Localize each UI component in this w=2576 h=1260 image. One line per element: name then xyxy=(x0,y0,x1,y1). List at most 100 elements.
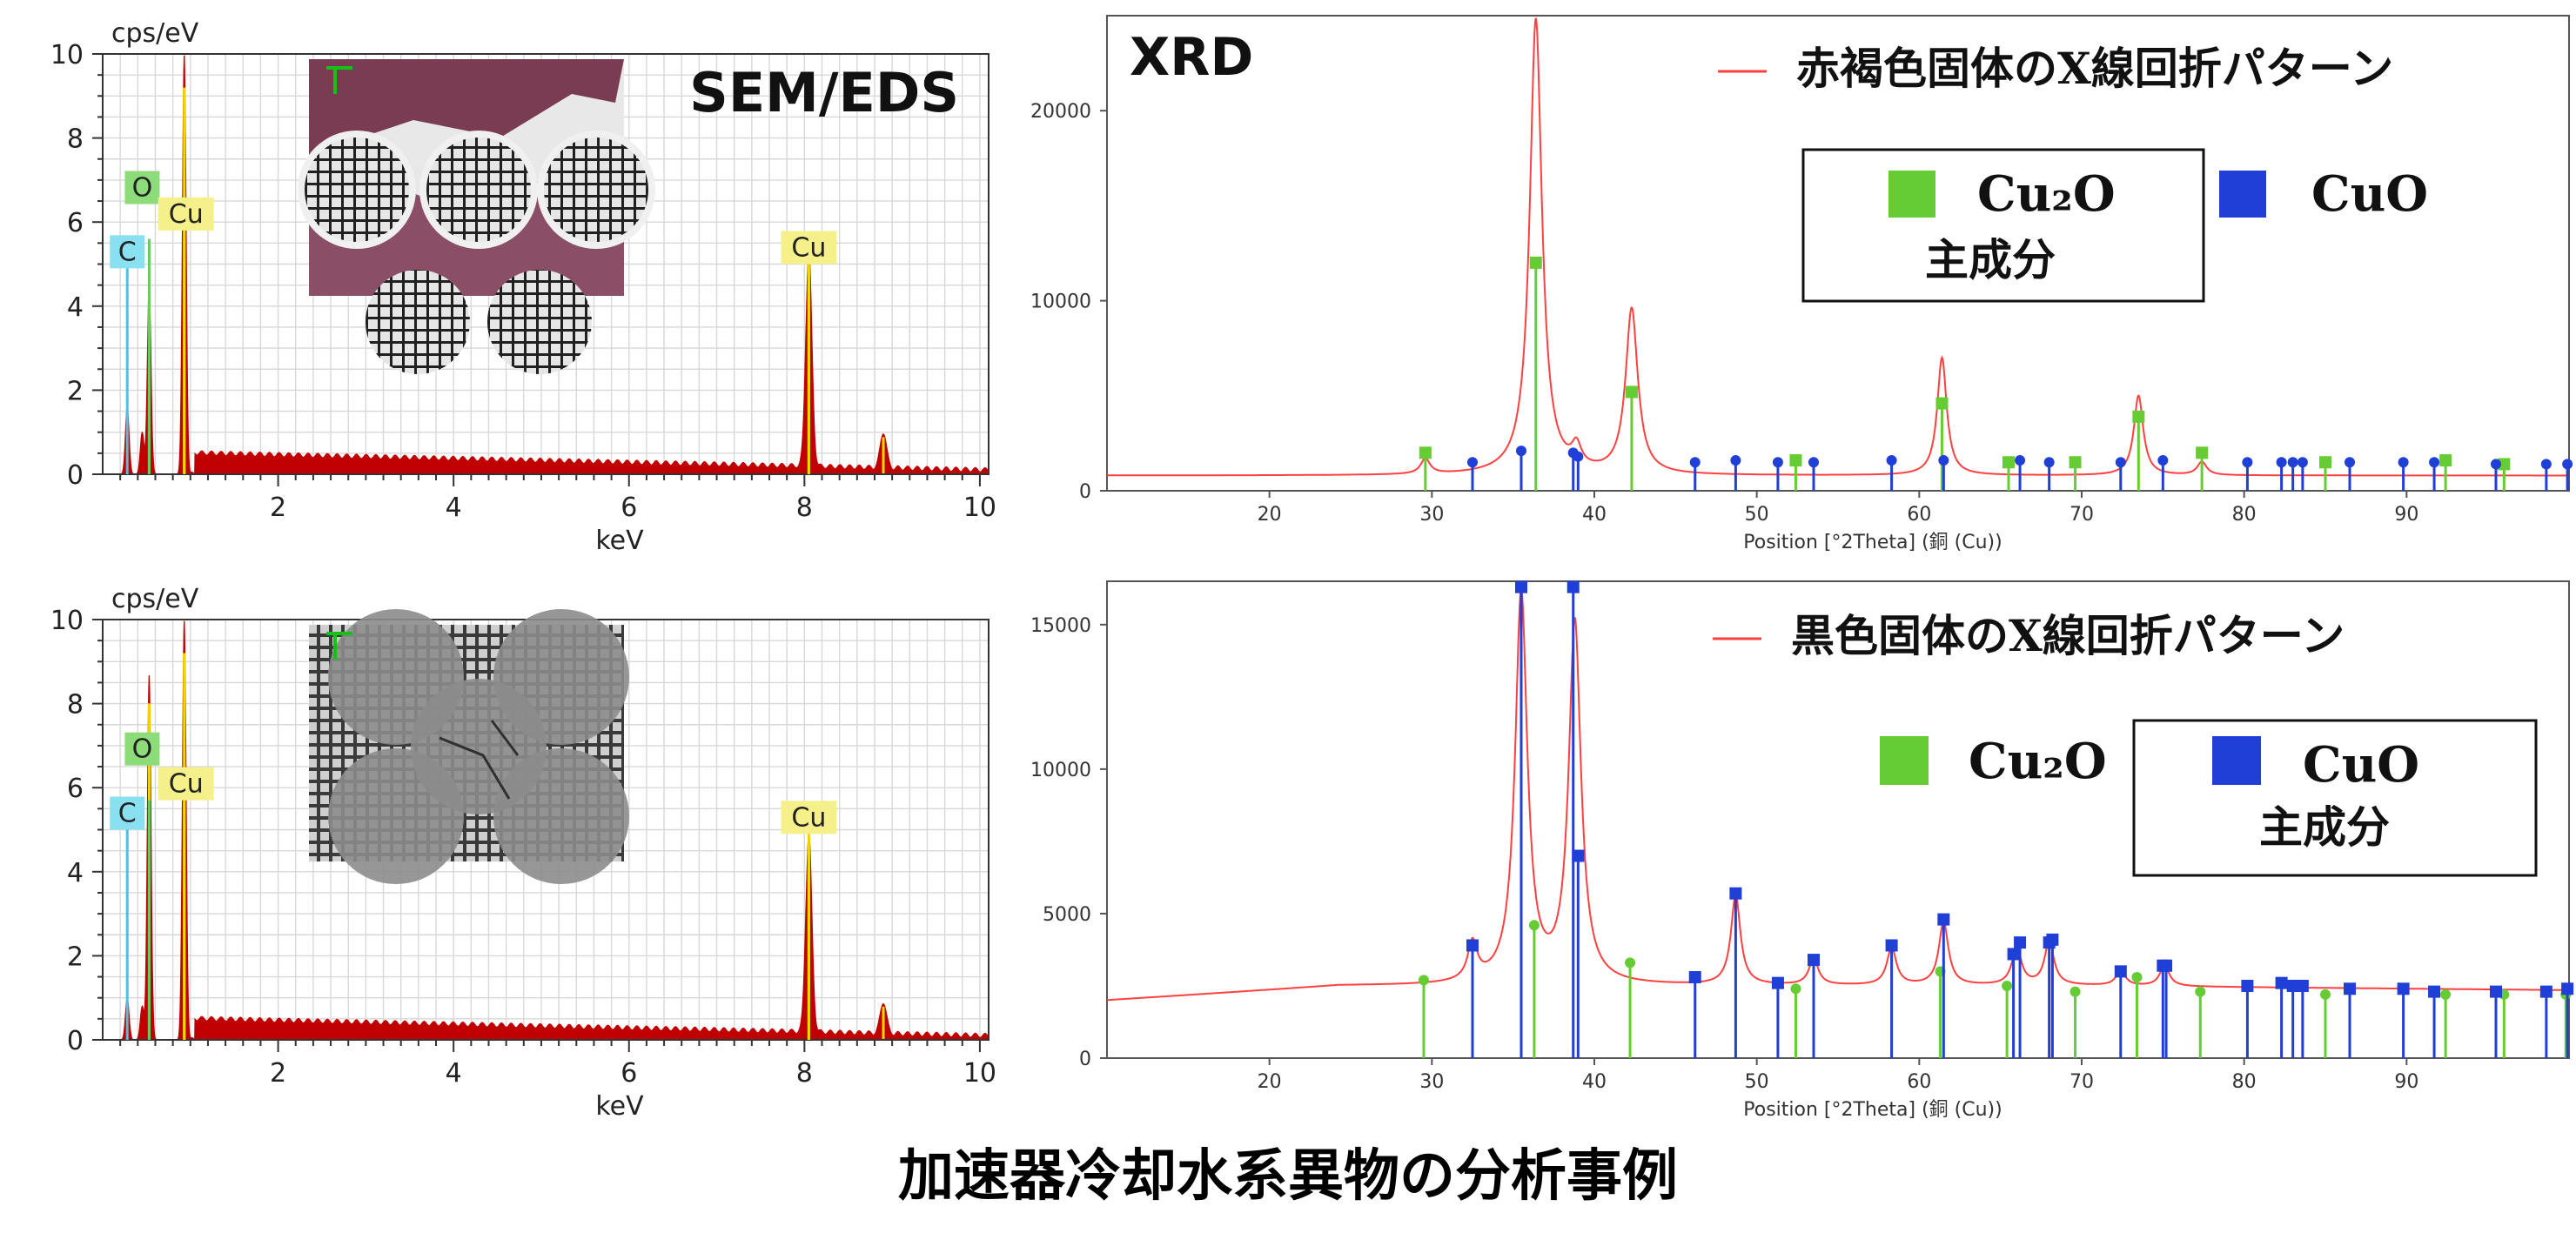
cuo-marker xyxy=(2287,457,2298,468)
element-label-bg xyxy=(158,197,214,231)
x-tick-label: 70 xyxy=(2070,504,2094,526)
cuo-marker xyxy=(2276,457,2287,468)
y-tick-label: 0 xyxy=(1079,481,1091,503)
cuo-marker xyxy=(2115,457,2126,468)
x-tick-label: 30 xyxy=(1419,504,1444,526)
cu2o-marker xyxy=(2320,989,2331,1000)
x-tick-label: 80 xyxy=(2232,1071,2257,1093)
cuo-marker xyxy=(2490,985,2502,998)
y-tick-label: 8 xyxy=(67,690,84,720)
cu2o-marker xyxy=(2439,454,2452,467)
cu2o-marker xyxy=(2002,980,2013,991)
cu2o-legend-swatch xyxy=(1888,171,1935,218)
x-tick-label: 90 xyxy=(2394,504,2418,526)
eds-chart-top: 0 2 4 6 8 10 2 4 6 8 10 keV cps/eV C O Cu Cu SEM/EDS xyxy=(50,18,996,556)
y-tick-label: 4 xyxy=(67,292,84,323)
cu2o-marker xyxy=(1419,446,1432,459)
cuo-marker xyxy=(2397,982,2410,995)
cu2o-marker xyxy=(1528,920,1540,931)
cu2o-marker xyxy=(2070,986,2081,997)
cuo-legend-label: CuO xyxy=(2303,736,2419,794)
element-label-bg xyxy=(158,767,214,801)
cuo-marker xyxy=(2491,459,2501,470)
sem-inset-image xyxy=(298,59,655,374)
cu2o-marker xyxy=(2131,972,2143,983)
y-tick-label: 4 xyxy=(67,858,84,888)
cuo-marker xyxy=(1689,457,1701,468)
cuo-marker xyxy=(1566,580,1580,593)
main-component-label: 主成分 xyxy=(2259,801,2390,853)
y-tick-label: 6 xyxy=(67,208,84,238)
xrd-chart-top: 0 10000 20000 20 30 40 50 60 70 80 90 Position [°2T… xyxy=(1030,15,2573,553)
cuo-legend-swatch xyxy=(2212,736,2261,785)
y-tick-label: 5000 xyxy=(1043,904,1091,926)
x-tick-label: 8 xyxy=(796,1058,813,1089)
cuo-marker xyxy=(1573,451,1584,462)
cuo-marker xyxy=(1886,455,1897,466)
xrd-pattern-line xyxy=(1106,587,2569,1002)
x-tick-label: 40 xyxy=(1582,1071,1607,1093)
cuo-marker xyxy=(2286,979,2299,992)
cuo-marker xyxy=(1808,457,1819,468)
chart-title: SEM/EDS xyxy=(689,61,959,124)
x-axis-label: Position [°2Theta] (銅 (Cu)) xyxy=(1743,532,2002,553)
x-tick-label: 2 xyxy=(270,493,286,523)
y-tick-label: 10 xyxy=(50,40,84,70)
cu2o-marker xyxy=(2196,446,2209,459)
inset-mesh xyxy=(426,137,531,242)
y-tick-label: 0 xyxy=(1079,1049,1091,1070)
inset-scale-marker xyxy=(326,66,352,94)
element-label: O xyxy=(132,173,153,204)
x-tick-label: 40 xyxy=(1582,504,1607,526)
y-axis-label: cps/eV xyxy=(111,18,199,49)
cuo-marker xyxy=(2046,933,2059,946)
element-label: Cu xyxy=(791,802,826,833)
cuo-marker xyxy=(2007,948,2020,961)
element-label: C xyxy=(118,237,137,267)
element-label-bg xyxy=(110,235,145,269)
x-tick-label: 90 xyxy=(2394,1071,2418,1093)
x-tick-label: 20 xyxy=(1258,1071,1282,1093)
y-tick-label: 2 xyxy=(67,942,84,972)
main-component-box xyxy=(1801,148,2205,303)
cuo-marker xyxy=(1688,971,1701,984)
xrd-chart-bottom: 0 5000 10000 15000 20 30 40 50 60 70 80 90 Position … xyxy=(1030,580,2574,1121)
cuo-marker xyxy=(2562,459,2573,470)
y-tick-label: 20000 xyxy=(1030,101,1091,123)
cu2o-marker xyxy=(1789,454,1802,467)
cu2o-legend-label: Cu₂O xyxy=(1969,733,2107,790)
y-tick-label: 15000 xyxy=(1030,615,1091,637)
inset-deposit xyxy=(411,679,547,814)
cuo-marker xyxy=(1729,887,1742,900)
main-component-box xyxy=(2132,719,2538,877)
cuo-marker xyxy=(1938,455,1949,466)
cu2o-marker xyxy=(2002,456,2015,469)
inset-mesh xyxy=(366,270,470,374)
y-tick-label: 10000 xyxy=(1030,292,1091,313)
x-axis-label: keV xyxy=(595,1091,644,1122)
cuo-legend-label: CuO xyxy=(2311,165,2428,223)
eds-spectrum-area xyxy=(111,620,989,1042)
x-tick-label: 2 xyxy=(270,1058,286,1089)
x-tick-label: 60 xyxy=(1907,504,1931,526)
eds-chart-bottom: 0 2 4 6 8 10 2 4 6 8 10 keV cps/eV C O Cu Cu xyxy=(50,584,996,1122)
inset-mesh xyxy=(305,137,409,242)
cuo-marker xyxy=(1771,976,1784,989)
cuo-marker xyxy=(2015,455,2026,466)
cu2o-marker xyxy=(1529,256,1542,269)
cu2o-marker xyxy=(1790,983,1801,995)
cuo-marker xyxy=(1730,455,1741,466)
element-label: Cu xyxy=(169,769,204,800)
y-tick-label: 10000 xyxy=(1030,760,1091,781)
cu2o-marker xyxy=(1935,397,1949,410)
cuo-marker xyxy=(1516,446,1526,457)
x-tick-label: 4 xyxy=(446,493,462,523)
cuo-marker xyxy=(2275,976,2288,989)
cu2o-marker xyxy=(1625,957,1636,968)
cuo-marker xyxy=(2157,455,2169,466)
cu2o-marker xyxy=(1625,385,1638,399)
element-label-bg xyxy=(781,801,837,834)
y-tick-label: 2 xyxy=(67,376,84,406)
x-tick-label: 6 xyxy=(621,1058,637,1089)
